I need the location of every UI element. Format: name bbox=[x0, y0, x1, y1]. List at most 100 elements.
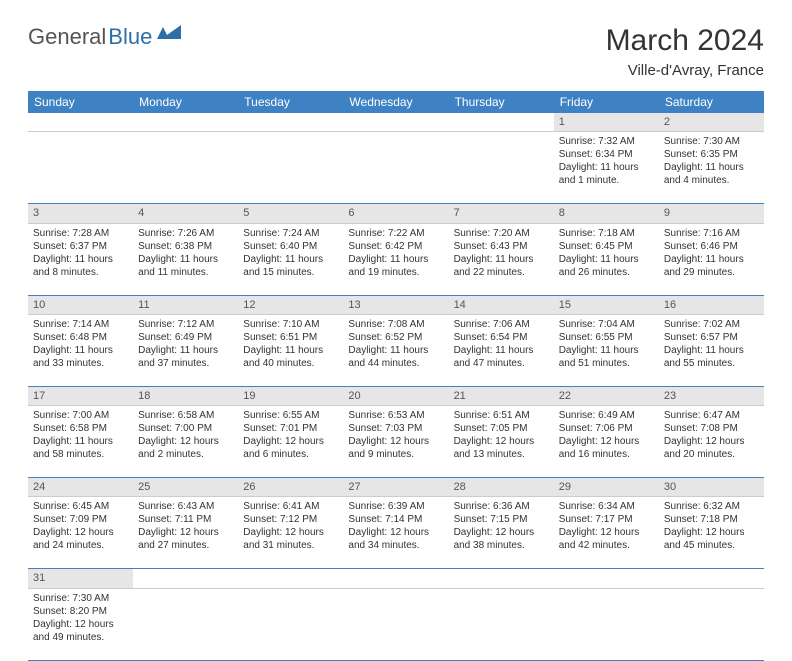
sunrise-line: Sunrise: 6:39 AM bbox=[348, 500, 443, 513]
day-number: 8 bbox=[554, 204, 659, 223]
day-number: 1 bbox=[554, 113, 659, 132]
sunset-line: Sunset: 7:03 PM bbox=[348, 422, 443, 435]
daynum-row: 12 bbox=[28, 113, 764, 132]
day-number: 15 bbox=[554, 295, 659, 314]
empty-cell bbox=[449, 569, 554, 588]
day-number: 21 bbox=[449, 386, 554, 405]
day-number: 16 bbox=[659, 295, 764, 314]
daylight-line: Daylight: 11 hours and 4 minutes. bbox=[664, 161, 759, 187]
day-number: 30 bbox=[659, 478, 764, 497]
sunrise-line: Sunrise: 6:53 AM bbox=[348, 409, 443, 422]
sunrise-line: Sunrise: 7:16 AM bbox=[664, 227, 759, 240]
day-number: 14 bbox=[449, 295, 554, 314]
day-cell: Sunrise: 7:26 AMSunset: 6:38 PMDaylight:… bbox=[133, 223, 238, 295]
sunset-line: Sunset: 6:48 PM bbox=[33, 331, 128, 344]
sunrise-line: Sunrise: 6:41 AM bbox=[243, 500, 338, 513]
sunrise-line: Sunrise: 7:08 AM bbox=[348, 318, 443, 331]
daylight-line: Daylight: 11 hours and 55 minutes. bbox=[664, 344, 759, 370]
empty-cell bbox=[554, 588, 659, 660]
sunrise-line: Sunrise: 7:02 AM bbox=[664, 318, 759, 331]
daynum-row: 3456789 bbox=[28, 204, 764, 223]
day-cell: Sunrise: 6:58 AMSunset: 7:00 PMDaylight:… bbox=[133, 406, 238, 478]
location-label: Ville-d'Avray, France bbox=[606, 62, 764, 79]
empty-cell bbox=[659, 569, 764, 588]
empty-cell bbox=[343, 588, 448, 660]
daylight-line: Daylight: 12 hours and 20 minutes. bbox=[664, 435, 759, 461]
daylight-line: Daylight: 11 hours and 19 minutes. bbox=[348, 253, 443, 279]
day-cell: Sunrise: 6:36 AMSunset: 7:15 PMDaylight:… bbox=[449, 497, 554, 569]
empty-cell bbox=[449, 588, 554, 660]
sunrise-line: Sunrise: 7:32 AM bbox=[559, 135, 654, 148]
weekday-header: Tuesday bbox=[238, 91, 343, 113]
sunset-line: Sunset: 6:52 PM bbox=[348, 331, 443, 344]
empty-cell bbox=[554, 569, 659, 588]
day-cell: Sunrise: 7:10 AMSunset: 6:51 PMDaylight:… bbox=[238, 314, 343, 386]
day-number: 23 bbox=[659, 386, 764, 405]
sunrise-line: Sunrise: 7:10 AM bbox=[243, 318, 338, 331]
daylight-line: Daylight: 11 hours and 51 minutes. bbox=[559, 344, 654, 370]
day-cell: Sunrise: 6:53 AMSunset: 7:03 PMDaylight:… bbox=[343, 406, 448, 478]
sunset-line: Sunset: 6:45 PM bbox=[559, 240, 654, 253]
weekday-header-row: SundayMondayTuesdayWednesdayThursdayFrid… bbox=[28, 91, 764, 113]
day-number: 7 bbox=[449, 204, 554, 223]
empty-cell bbox=[133, 132, 238, 204]
day-number: 29 bbox=[554, 478, 659, 497]
day-cell: Sunrise: 7:02 AMSunset: 6:57 PMDaylight:… bbox=[659, 314, 764, 386]
day-cell: Sunrise: 7:22 AMSunset: 6:42 PMDaylight:… bbox=[343, 223, 448, 295]
day-number: 10 bbox=[28, 295, 133, 314]
sunrise-line: Sunrise: 7:24 AM bbox=[243, 227, 338, 240]
daylight-line: Daylight: 12 hours and 27 minutes. bbox=[138, 526, 233, 552]
sunrise-line: Sunrise: 6:51 AM bbox=[454, 409, 549, 422]
day-number: 3 bbox=[28, 204, 133, 223]
calendar-week-row: Sunrise: 6:45 AMSunset: 7:09 PMDaylight:… bbox=[28, 497, 764, 569]
day-cell: Sunrise: 7:00 AMSunset: 6:58 PMDaylight:… bbox=[28, 406, 133, 478]
day-cell: Sunrise: 6:41 AMSunset: 7:12 PMDaylight:… bbox=[238, 497, 343, 569]
daylight-line: Daylight: 11 hours and 33 minutes. bbox=[33, 344, 128, 370]
day-cell: Sunrise: 6:51 AMSunset: 7:05 PMDaylight:… bbox=[449, 406, 554, 478]
day-cell: Sunrise: 7:32 AMSunset: 6:34 PMDaylight:… bbox=[554, 132, 659, 204]
sunrise-line: Sunrise: 7:28 AM bbox=[33, 227, 128, 240]
daylight-line: Daylight: 12 hours and 2 minutes. bbox=[138, 435, 233, 461]
empty-cell bbox=[238, 132, 343, 204]
sunrise-line: Sunrise: 6:32 AM bbox=[664, 500, 759, 513]
empty-cell bbox=[343, 569, 448, 588]
sunset-line: Sunset: 6:40 PM bbox=[243, 240, 338, 253]
empty-cell bbox=[343, 113, 448, 132]
calendar-week-row: Sunrise: 7:30 AMSunset: 8:20 PMDaylight:… bbox=[28, 588, 764, 660]
empty-cell bbox=[449, 132, 554, 204]
calendar-table: SundayMondayTuesdayWednesdayThursdayFrid… bbox=[28, 91, 764, 661]
day-number: 17 bbox=[28, 386, 133, 405]
day-cell: Sunrise: 6:32 AMSunset: 7:18 PMDaylight:… bbox=[659, 497, 764, 569]
day-number: 19 bbox=[238, 386, 343, 405]
calendar-week-row: Sunrise: 7:14 AMSunset: 6:48 PMDaylight:… bbox=[28, 314, 764, 386]
sunset-line: Sunset: 7:11 PM bbox=[138, 513, 233, 526]
weekday-header: Sunday bbox=[28, 91, 133, 113]
weekday-header: Thursday bbox=[449, 91, 554, 113]
sunset-line: Sunset: 6:49 PM bbox=[138, 331, 233, 344]
day-number: 18 bbox=[133, 386, 238, 405]
daylight-line: Daylight: 12 hours and 6 minutes. bbox=[243, 435, 338, 461]
sunset-line: Sunset: 6:34 PM bbox=[559, 148, 654, 161]
empty-cell bbox=[133, 113, 238, 132]
sunset-line: Sunset: 7:06 PM bbox=[559, 422, 654, 435]
calendar-week-row: Sunrise: 7:00 AMSunset: 6:58 PMDaylight:… bbox=[28, 406, 764, 478]
day-cell: Sunrise: 7:08 AMSunset: 6:52 PMDaylight:… bbox=[343, 314, 448, 386]
empty-cell bbox=[238, 588, 343, 660]
sunrise-line: Sunrise: 7:04 AM bbox=[559, 318, 654, 331]
daylight-line: Daylight: 11 hours and 29 minutes. bbox=[664, 253, 759, 279]
day-number: 24 bbox=[28, 478, 133, 497]
daylight-line: Daylight: 12 hours and 31 minutes. bbox=[243, 526, 338, 552]
daylight-line: Daylight: 12 hours and 24 minutes. bbox=[33, 526, 128, 552]
sunrise-line: Sunrise: 7:00 AM bbox=[33, 409, 128, 422]
weekday-header: Monday bbox=[133, 91, 238, 113]
daylight-line: Daylight: 11 hours and 8 minutes. bbox=[33, 253, 128, 279]
day-cell: Sunrise: 7:20 AMSunset: 6:43 PMDaylight:… bbox=[449, 223, 554, 295]
sunrise-line: Sunrise: 7:26 AM bbox=[138, 227, 233, 240]
logo-text-2: Blue bbox=[108, 24, 152, 50]
sunset-line: Sunset: 6:46 PM bbox=[664, 240, 759, 253]
sunset-line: Sunset: 7:12 PM bbox=[243, 513, 338, 526]
sunrise-line: Sunrise: 6:49 AM bbox=[559, 409, 654, 422]
daylight-line: Daylight: 12 hours and 13 minutes. bbox=[454, 435, 549, 461]
day-cell: Sunrise: 6:45 AMSunset: 7:09 PMDaylight:… bbox=[28, 497, 133, 569]
sunset-line: Sunset: 6:43 PM bbox=[454, 240, 549, 253]
